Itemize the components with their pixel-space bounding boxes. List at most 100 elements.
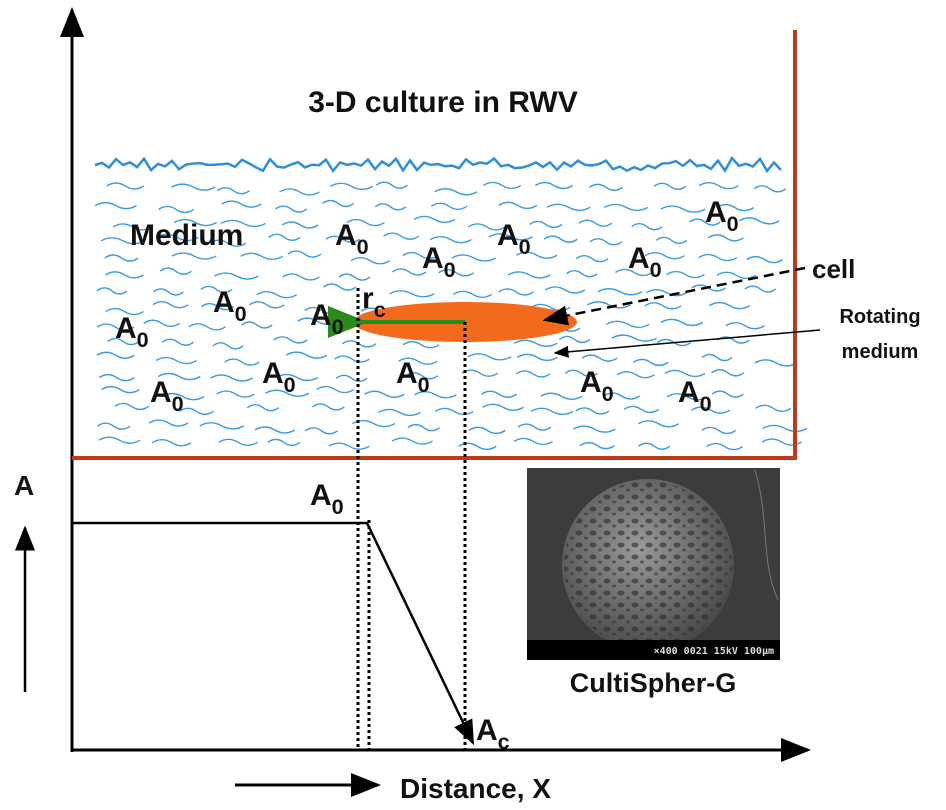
a0-label: A0 — [213, 286, 247, 326]
wave — [323, 284, 356, 290]
surface-label-main: A — [476, 714, 498, 747]
wave — [661, 206, 706, 212]
a0-label-sub: 0 — [284, 372, 296, 397]
wave — [336, 375, 367, 381]
wave — [115, 403, 149, 409]
a0-label-main: A — [310, 299, 332, 332]
surface-label-sub: c — [498, 729, 510, 754]
a0-label-sub: 0 — [700, 391, 712, 416]
wave — [431, 203, 467, 209]
wave — [159, 206, 194, 212]
wave — [378, 409, 420, 415]
wave — [97, 288, 127, 294]
a0-label-main: A — [628, 242, 650, 275]
a0-label-main: A — [705, 196, 727, 229]
wave — [661, 319, 703, 325]
wave — [645, 303, 681, 309]
a0-label: A0 — [678, 376, 712, 416]
a0-label-sub: 0 — [519, 234, 531, 259]
a0-label: A0 — [422, 242, 456, 282]
wave — [483, 182, 520, 188]
a0-label: A0 — [115, 312, 149, 352]
wave — [225, 359, 260, 365]
wave — [179, 408, 213, 414]
a0-label: A0 — [705, 196, 739, 236]
wave — [535, 183, 572, 189]
bulk-label-sub: 0 — [332, 494, 344, 519]
wave — [99, 375, 134, 381]
wave — [288, 251, 321, 257]
wave — [576, 256, 608, 262]
wave — [699, 255, 737, 261]
wave — [530, 221, 562, 227]
wave — [499, 202, 537, 208]
bulk-label-main: A — [310, 479, 332, 512]
wave — [153, 302, 188, 308]
x-axis-label: Distance, X — [400, 773, 551, 804]
wave — [576, 408, 609, 414]
wave — [152, 440, 191, 446]
wave — [162, 339, 193, 345]
wave — [408, 425, 440, 431]
wave — [144, 320, 180, 326]
a0-label-sub: 0 — [332, 314, 344, 339]
wave — [547, 204, 590, 210]
a0-label-main: A — [422, 242, 444, 275]
wave — [763, 425, 808, 431]
wave — [280, 189, 320, 195]
wave — [335, 356, 370, 362]
a0-label-sub: 0 — [235, 301, 247, 326]
wave — [200, 423, 244, 429]
wave — [453, 291, 492, 297]
a0-label: A0 — [580, 366, 614, 406]
wave — [712, 391, 743, 397]
wave — [276, 206, 307, 212]
wave — [638, 421, 678, 427]
caption: CultiSpher-G — [570, 668, 737, 698]
a0-label: A0 — [310, 299, 344, 339]
wave — [747, 257, 783, 263]
wave — [656, 237, 686, 243]
a0-label: A0 — [335, 219, 369, 259]
wave — [499, 289, 534, 295]
wave — [222, 201, 262, 207]
a0-label-main: A — [150, 376, 172, 409]
wave — [435, 189, 477, 195]
wave — [323, 200, 354, 206]
wave — [211, 375, 253, 381]
wave — [518, 424, 551, 430]
wave — [376, 182, 407, 188]
a0-label-sub: 0 — [444, 257, 456, 282]
wave — [403, 342, 439, 348]
wave — [107, 183, 144, 189]
wave — [632, 224, 662, 230]
y-axis-label: A — [14, 470, 34, 501]
bulk-label: A0 — [310, 479, 344, 519]
wave — [105, 255, 138, 261]
wave — [514, 438, 552, 444]
wave — [247, 405, 278, 411]
wave — [384, 233, 419, 239]
medium-label: Medium — [130, 219, 243, 252]
wave — [514, 340, 557, 346]
wave — [544, 236, 577, 242]
wave — [646, 290, 686, 296]
a0-label-main: A — [580, 366, 602, 399]
medium-pointer — [555, 330, 820, 353]
a0-label-main: A — [335, 219, 357, 252]
wave — [268, 439, 300, 445]
wave — [598, 289, 642, 295]
wave — [469, 427, 505, 433]
wave — [375, 204, 405, 210]
wave — [483, 404, 524, 410]
wave — [414, 216, 455, 222]
cell-label: cell — [812, 254, 855, 284]
wave — [462, 370, 498, 376]
wave — [717, 272, 756, 278]
wave — [392, 269, 426, 275]
surface-label: Ac — [476, 714, 510, 754]
wave — [699, 183, 738, 189]
wave — [606, 321, 649, 327]
wave — [516, 371, 550, 377]
wave — [283, 274, 320, 280]
